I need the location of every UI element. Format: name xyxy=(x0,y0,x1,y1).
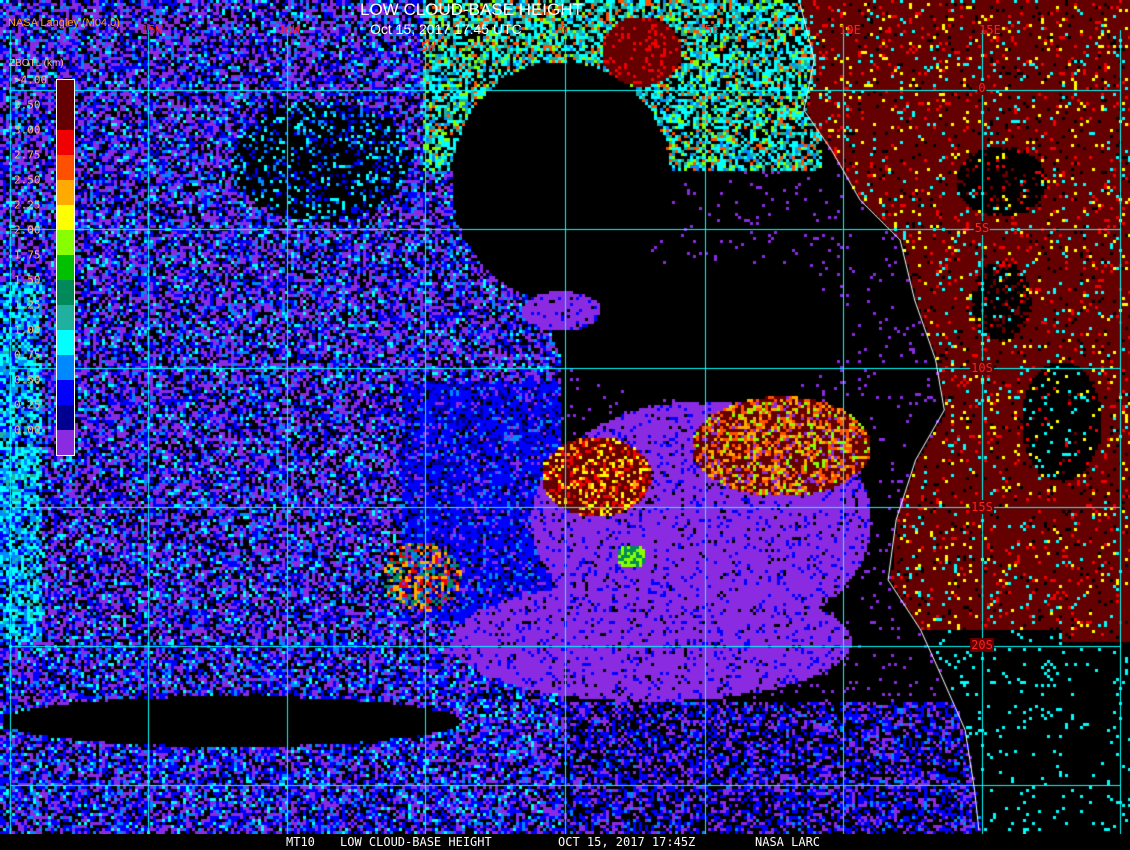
longitude-label: 5E xyxy=(704,23,720,37)
footer-product: LOW CLOUD-BASE HEIGHT xyxy=(340,835,492,849)
longitude-label: 5W xyxy=(420,40,436,54)
longitude-label: 15E xyxy=(979,23,1001,37)
latitude-label: 5S xyxy=(973,221,991,235)
legend-label: 0.25 xyxy=(14,398,41,412)
longitude-label: 0 xyxy=(560,23,568,37)
longitude-label: 10E xyxy=(839,23,861,37)
legend-swatch xyxy=(57,405,74,430)
legend-swatch xyxy=(57,230,74,255)
legend-swatch xyxy=(57,255,74,280)
map-title: LOW CLOUD-BASE HEIGHT xyxy=(360,0,583,19)
legend-swatch xyxy=(57,430,74,455)
credit-label: NASA Langley (M04.0) xyxy=(8,17,120,29)
legend-swatch xyxy=(57,205,74,230)
map-datetime: Oct 15, 2017 17:45 UTC xyxy=(370,21,522,37)
legend-label: 2.00 xyxy=(14,223,41,237)
legend-label: 3.50 xyxy=(14,98,41,112)
longitude-label: 10W xyxy=(278,23,300,37)
footer-source: NASA LARC xyxy=(755,835,821,849)
legend-label: 2.25 xyxy=(14,198,41,212)
legend-swatch xyxy=(57,130,74,155)
legend-label: >4.00 xyxy=(14,73,48,87)
legend-label: 1.50 xyxy=(14,273,41,287)
legend-title: ZBOTL (km) xyxy=(9,58,64,69)
legend-swatch xyxy=(57,305,74,330)
latitude-label: 0 xyxy=(977,81,987,95)
legend-label: 3.00 xyxy=(14,123,41,137)
legend-swatch xyxy=(57,80,74,105)
legend-label: 0.50 xyxy=(14,373,41,387)
legend-swatch xyxy=(57,105,74,130)
legend-label: 1.00 xyxy=(14,323,41,337)
legend-swatch xyxy=(57,180,74,205)
legend-label: 0.00 xyxy=(14,423,41,437)
longitude-label: 15W xyxy=(141,23,163,37)
footer-bar: MT10 LOW CLOUD-BASE HEIGHT OCT 15, 2017 … xyxy=(0,834,1130,850)
legend-swatch xyxy=(57,330,74,355)
legend-label: 2.75 xyxy=(14,148,41,162)
footer-satellite: MT10 xyxy=(286,835,315,849)
latitude-label: 20S xyxy=(970,638,994,652)
legend-label: 1.25 xyxy=(14,298,41,312)
legend-label: 0.75 xyxy=(14,348,41,362)
legend-swatch xyxy=(57,155,74,180)
legend-label: 2.50 xyxy=(14,173,41,187)
legend-swatch xyxy=(57,380,74,405)
footer-time: OCT 15, 2017 17:45Z xyxy=(558,835,696,849)
latitude-label: 10S xyxy=(970,361,994,375)
color-legend xyxy=(56,79,75,456)
latitude-label: 15S xyxy=(970,500,994,514)
legend-label: 1.75 xyxy=(14,248,41,262)
legend-swatch xyxy=(57,355,74,380)
legend-swatch xyxy=(57,280,74,305)
